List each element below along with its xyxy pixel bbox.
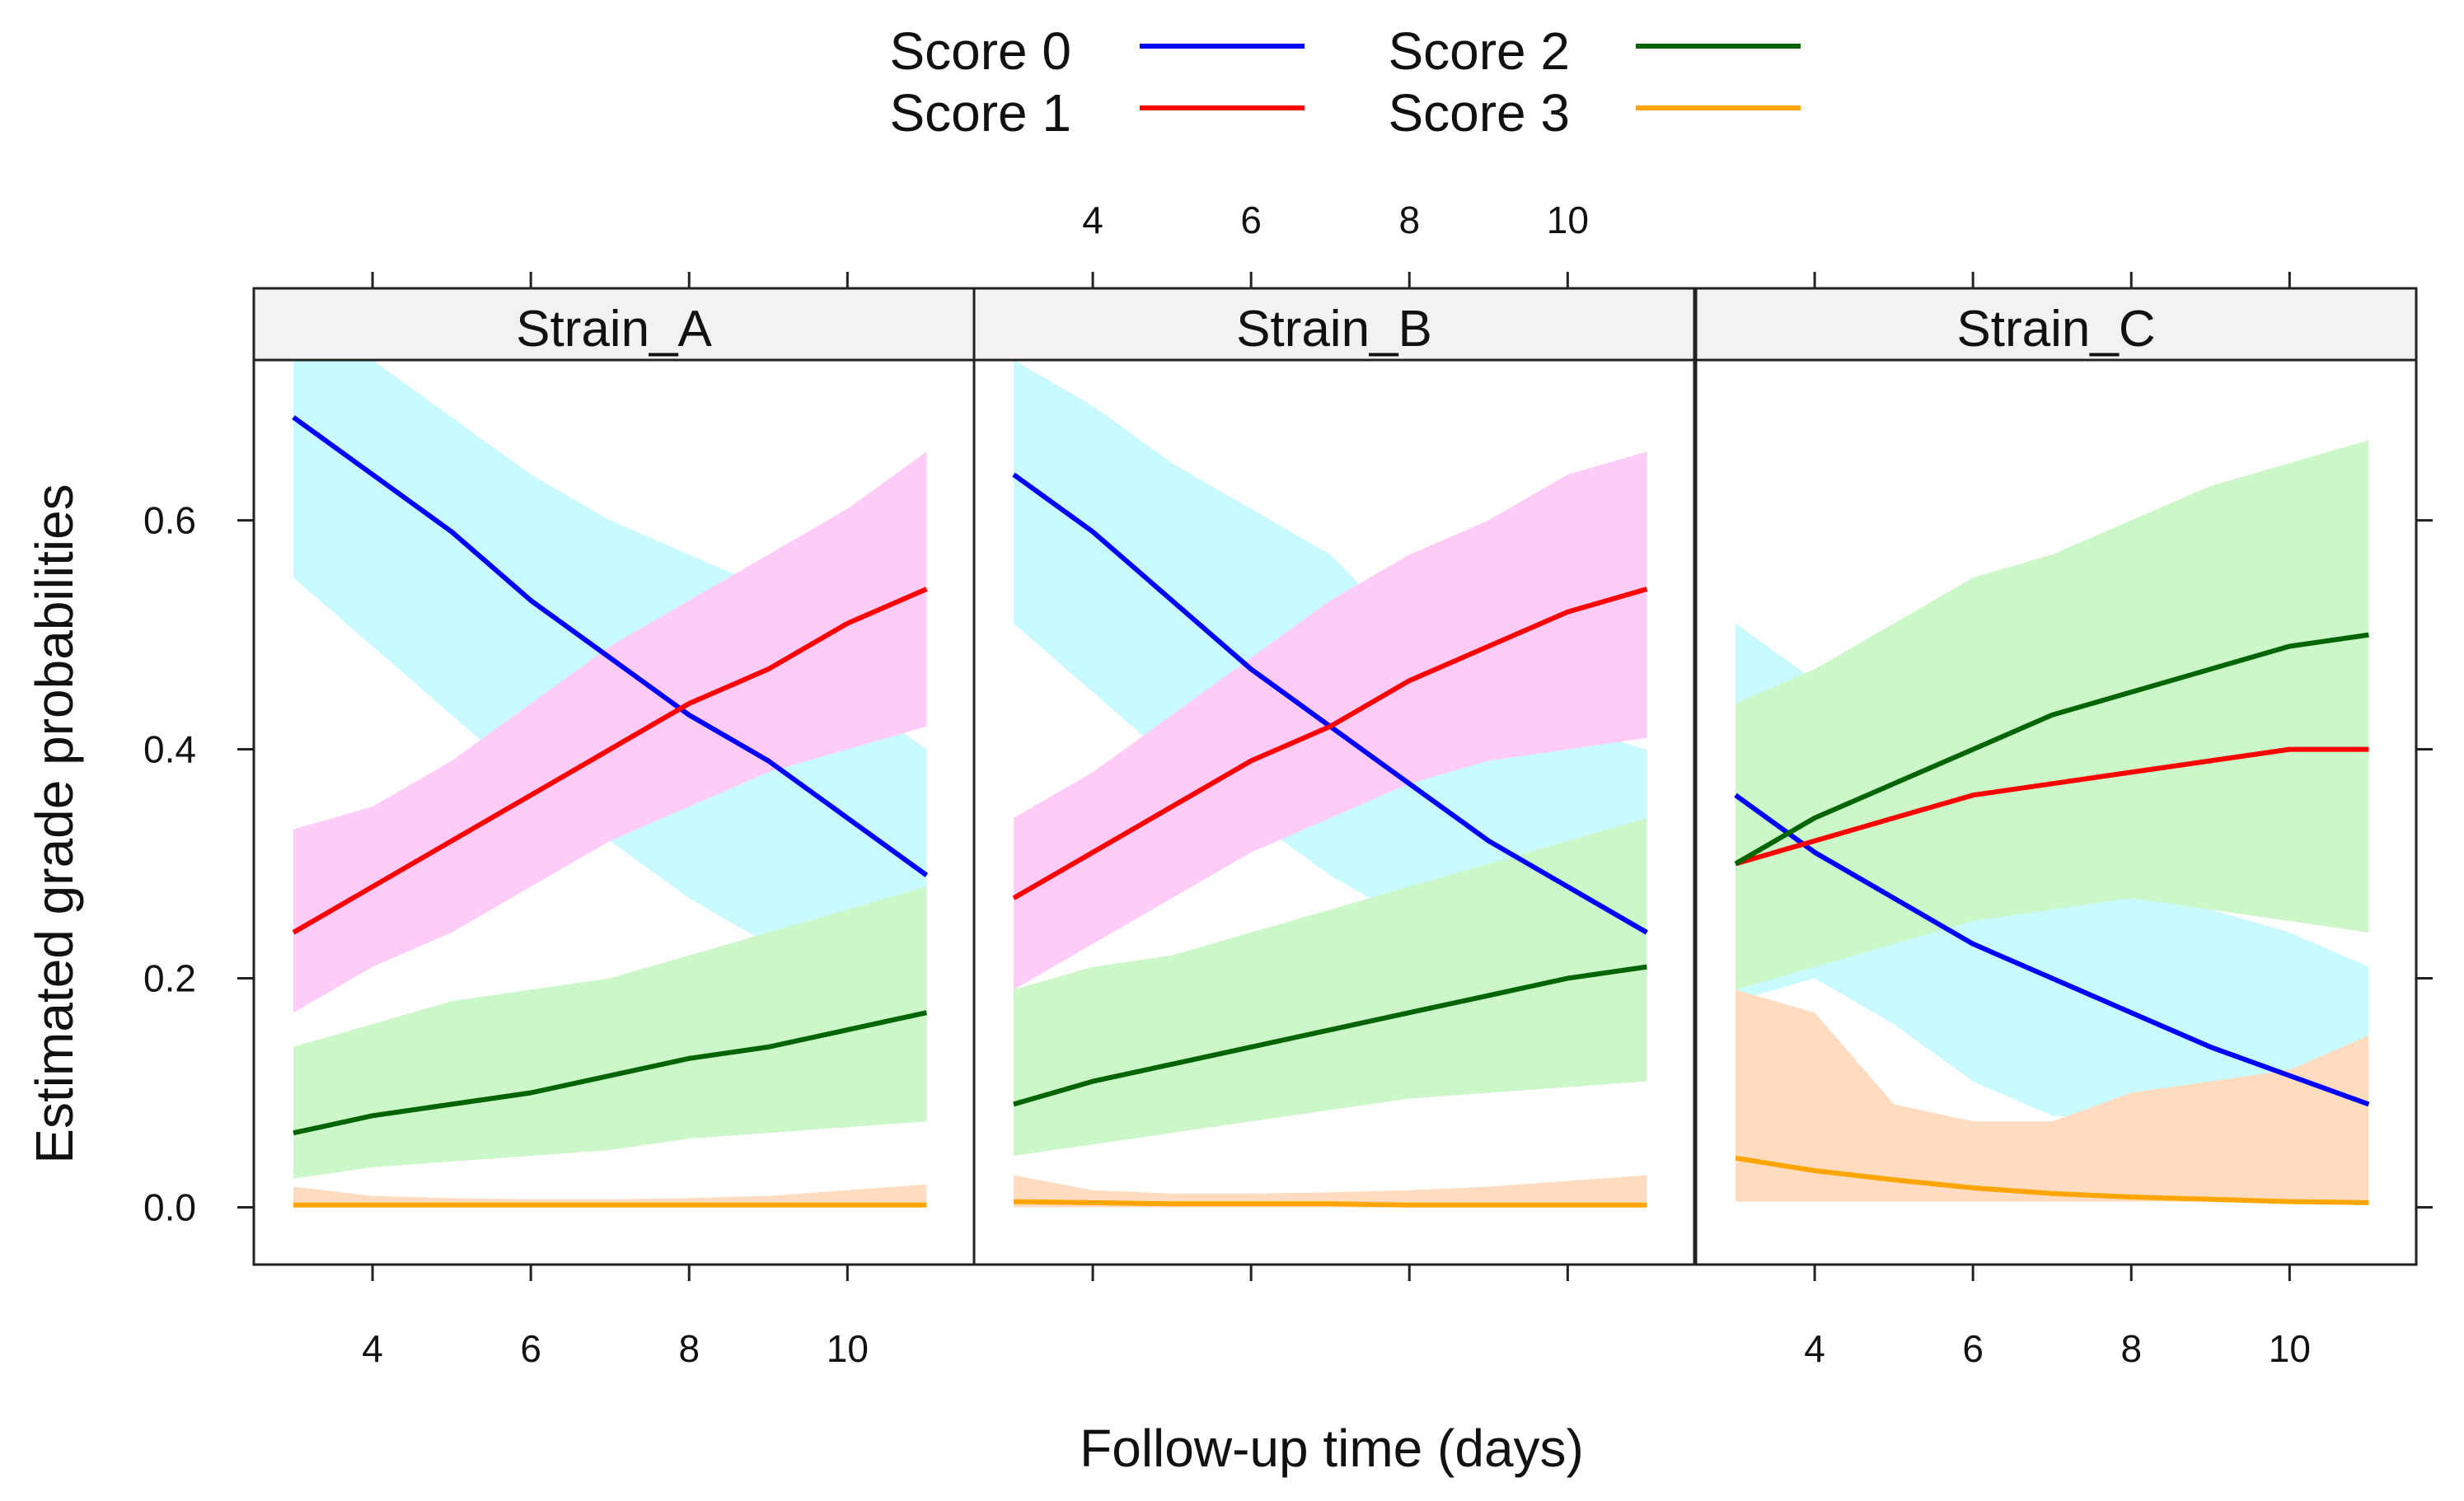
x-tick-label-top: 8	[1398, 199, 1420, 241]
bottom-axis: 4 4 6 6 8 8 10 10	[362, 1265, 2311, 1370]
legend-label-score-3: Score 3	[1388, 83, 1570, 143]
left-axis: 0.0 0.2 0.4 0.6	[143, 499, 254, 1229]
x-tick-label: 6	[520, 1327, 541, 1370]
x-tick-label: 6	[1962, 1327, 1984, 1370]
series-line-score-2	[1734, 632, 2369, 867]
x-tick-label-top: 4	[1082, 199, 1103, 241]
y-axis-title: Estimated grade probabilities	[25, 484, 84, 1163]
panel-frame	[1694, 358, 2418, 1266]
series-line-score-1	[292, 587, 928, 935]
x-tick-label: 10	[2269, 1327, 2311, 1370]
strip-title: Strain_B	[1236, 301, 1432, 358]
strip-header	[252, 287, 976, 362]
series-line-score-3	[1013, 1199, 1647, 1208]
series-line-score-1	[1735, 746, 2369, 867]
legend-label-score-1: Score 1	[889, 83, 1071, 143]
legend-label-score-2: Score 2	[1388, 21, 1570, 81]
strip-title: Strain_C	[1956, 301, 2155, 358]
strip-header	[972, 287, 1696, 362]
x-axis-title: Follow-up time (days)	[1080, 1419, 1584, 1478]
y-tick-label: 0.4	[143, 728, 196, 771]
panel-strain-a: Strain_A	[252, 287, 976, 1266]
y-tick-label: 0.2	[143, 957, 196, 1000]
series-line-score-2	[293, 1010, 928, 1136]
confidence-band-score-1	[293, 451, 927, 1013]
panel-strain-b: Strain_B	[972, 287, 1696, 1266]
strip-title: Strain_A	[516, 301, 712, 358]
x-tick-label: 10	[827, 1327, 869, 1370]
series-line-score-1	[1012, 587, 1648, 900]
series-line-score-3	[1735, 1155, 2369, 1205]
confidence-band-score-1	[1014, 451, 1647, 990]
confidence-band-score-3	[1736, 989, 2369, 1202]
right-axis	[2416, 519, 2433, 1209]
x-tick-label: 4	[1804, 1327, 1825, 1370]
x-tick-label-top: 6	[1240, 199, 1262, 241]
x-tick-label: 8	[2120, 1327, 2142, 1370]
series-line-score-0	[1734, 793, 2370, 1107]
series-line-score-2	[1013, 964, 1647, 1107]
panels: Strain_A Strain_B Strain_C	[252, 287, 2418, 1266]
x-tick-label: 4	[362, 1327, 383, 1370]
confidence-band-score-3	[1014, 1175, 1647, 1208]
y-tick-label: 0.0	[143, 1186, 196, 1229]
x-tick-label: 8	[678, 1327, 700, 1370]
x-tick-label-top: 10	[1547, 199, 1589, 241]
confidence-band-score-0	[1736, 623, 2369, 1122]
panel-frame	[972, 358, 1696, 1266]
confidence-band-score-3	[293, 1184, 927, 1208]
series-line-score-0	[292, 415, 929, 877]
confidence-band-score-2	[1014, 817, 1647, 1156]
top-axis: 4 6 8 10	[371, 199, 2291, 288]
y-tick-label: 0.6	[143, 499, 196, 542]
strip-header	[1694, 287, 2418, 362]
legend-label-score-0: Score 0	[889, 21, 1071, 81]
panel-strain-c: Strain_C	[1694, 287, 2418, 1266]
